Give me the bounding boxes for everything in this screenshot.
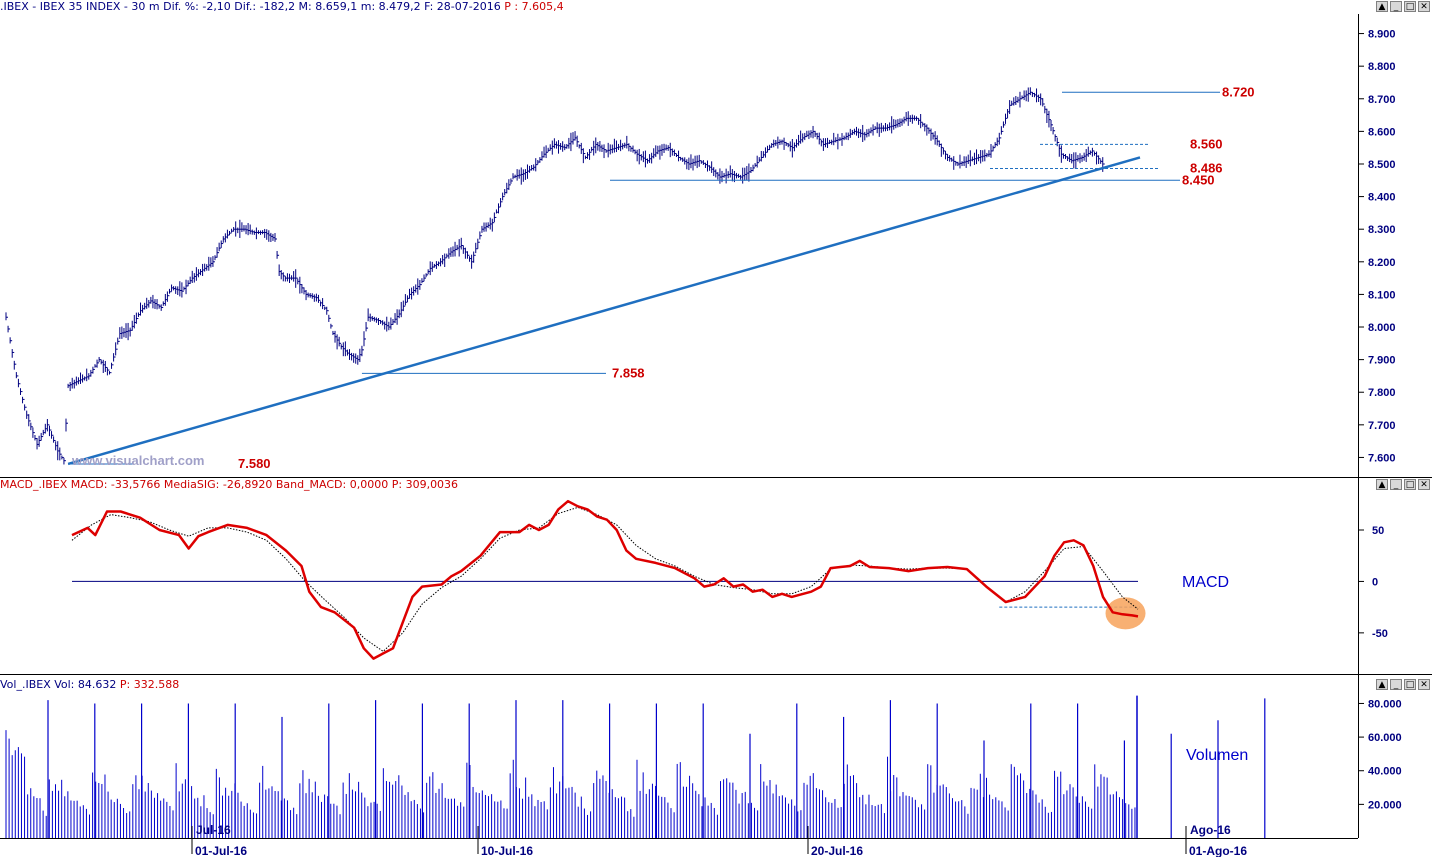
macd-header-text: MACD_.IBEX MACD: -33,5766 MediaSIG: -26,… — [0, 478, 389, 491]
close-button[interactable]: ✕ — [1418, 679, 1430, 690]
volume-panel: Volumen — [0, 674, 1432, 838]
level-label: 8.720 — [1222, 84, 1255, 99]
close-button[interactable]: ✕ — [1418, 1, 1430, 12]
macd-tick-label: 50 — [1372, 525, 1384, 537]
maximize-button[interactable]: □ — [1404, 1, 1416, 12]
volume-header-suffix: P: 332.588 — [119, 678, 180, 691]
macd-tick-label: -50 — [1372, 628, 1388, 640]
price-tick-label: 8.800 — [1368, 61, 1396, 73]
macd-tick-label: 0 — [1372, 576, 1378, 588]
x-tick-label: 10-Jul-16 — [481, 844, 533, 857]
volume-header: Vol_.IBEX Vol: 84.632 P: 332.588 — [0, 678, 179, 692]
volume-tick-label: 80.000 — [1368, 698, 1402, 710]
volume-bars — [5, 695, 1266, 838]
minimize-button[interactable]: _ — [1390, 479, 1402, 490]
volume-window-buttons: ▲ _ □ ✕ — [1376, 679, 1430, 690]
x-tick-label: 20-Jul-16 — [811, 844, 863, 857]
level-label: 7.858 — [612, 365, 645, 380]
x-month-label: Jul-16 — [196, 823, 231, 837]
volume-tick-label: 20.000 — [1368, 799, 1402, 811]
price-tick-label: 8.700 — [1368, 94, 1396, 106]
x-axis: 01-Jul-16 10-Jul-16 20-Jul-16 01-Ago-16 Jul-… — [0, 823, 1358, 857]
x-tick-label: 01-Jul-16 — [195, 844, 247, 857]
price-window-buttons: ▲ _ □ ✕ — [1376, 1, 1430, 12]
volume-y-ticks: 20.000 40.000 60.000 80.000 — [1358, 698, 1402, 811]
right-axis: 7.600 7.700 7.800 7.900 8.000 8.100 8.200 8.300… — [1358, 14, 1402, 838]
x-tick-label: 01-Ago-16 — [1189, 844, 1247, 857]
macd-lines — [71, 499, 1146, 660]
collapse-button[interactable]: ▲ — [1376, 479, 1388, 490]
price-header-suffix: P : 7.605,4 — [504, 0, 564, 13]
price-header-text: .IBEX - IBEX 35 INDEX - 30 m Dif. %: -2,… — [0, 0, 501, 13]
maximize-button[interactable]: □ — [1404, 479, 1416, 490]
minimize-button[interactable]: _ — [1390, 679, 1402, 690]
macd-panel-label: MACD — [1182, 574, 1229, 591]
price-tick-label: 7.800 — [1368, 387, 1396, 399]
macd-panel: MACD — [0, 477, 1432, 660]
price-tick-label: 8.900 — [1368, 29, 1396, 41]
price-tick-label: 7.700 — [1368, 420, 1396, 432]
watermark: www.visualchart.com — [71, 453, 204, 468]
volume-header-text: Vol_.IBEX Vol: 84.632 — [0, 678, 117, 691]
x-axis-labels: 01-Jul-16 10-Jul-16 20-Jul-16 01-Ago-16 Jul-… — [191, 823, 1247, 857]
level-label: 8.486 — [1190, 161, 1223, 176]
level-label: 8.450 — [1182, 172, 1215, 187]
price-tick-label: 7.600 — [1368, 452, 1396, 464]
close-button[interactable]: ✕ — [1418, 479, 1430, 490]
maximize-button[interactable]: □ — [1404, 679, 1416, 690]
macd-highlight-circle — [1105, 597, 1146, 630]
level-label: 7.580 — [238, 456, 271, 471]
macd-line — [71, 499, 1139, 660]
price-bars — [5, 87, 1105, 465]
price-tick-label: 8.200 — [1368, 257, 1396, 269]
price-tick-label: 8.100 — [1368, 289, 1396, 301]
price-tick-label: 7.900 — [1368, 355, 1396, 367]
price-tick-label: 8.400 — [1368, 192, 1396, 204]
price-tick-label: 8.000 — [1368, 322, 1396, 334]
price-tick-label: 8.500 — [1368, 159, 1396, 171]
price-lines — [67, 91, 1220, 466]
volume-tick-label: 60.000 — [1368, 732, 1402, 744]
volume-tick-label: 40.000 — [1368, 766, 1402, 778]
price-header: .IBEX - IBEX 35 INDEX - 30 m Dif. %: -2,… — [0, 0, 564, 14]
macd-header-suffix: P: 309,0036 — [391, 478, 459, 491]
level-label: 8.560 — [1190, 136, 1223, 151]
macd-header: MACD_.IBEX MACD: -33,5766 MediaSIG: -26,… — [0, 478, 458, 492]
collapse-button[interactable]: ▲ — [1376, 679, 1388, 690]
trend-line — [67, 156, 1141, 466]
minimize-button[interactable]: _ — [1390, 1, 1402, 12]
price-y-ticks: 7.600 7.700 7.800 7.900 8.000 8.100 8.200 8.300… — [1358, 29, 1396, 464]
macd-y-ticks: 50 0 -50 — [1358, 525, 1388, 640]
collapse-button[interactable]: ▲ — [1376, 1, 1388, 12]
x-month-label: Ago-16 — [1190, 823, 1231, 837]
price-tick-label: 8.600 — [1368, 126, 1396, 138]
macd-window-buttons: ▲ _ □ ✕ — [1376, 479, 1430, 490]
volume-panel-label: Volumen — [1186, 747, 1248, 764]
price-tick-label: 8.300 — [1368, 224, 1396, 236]
